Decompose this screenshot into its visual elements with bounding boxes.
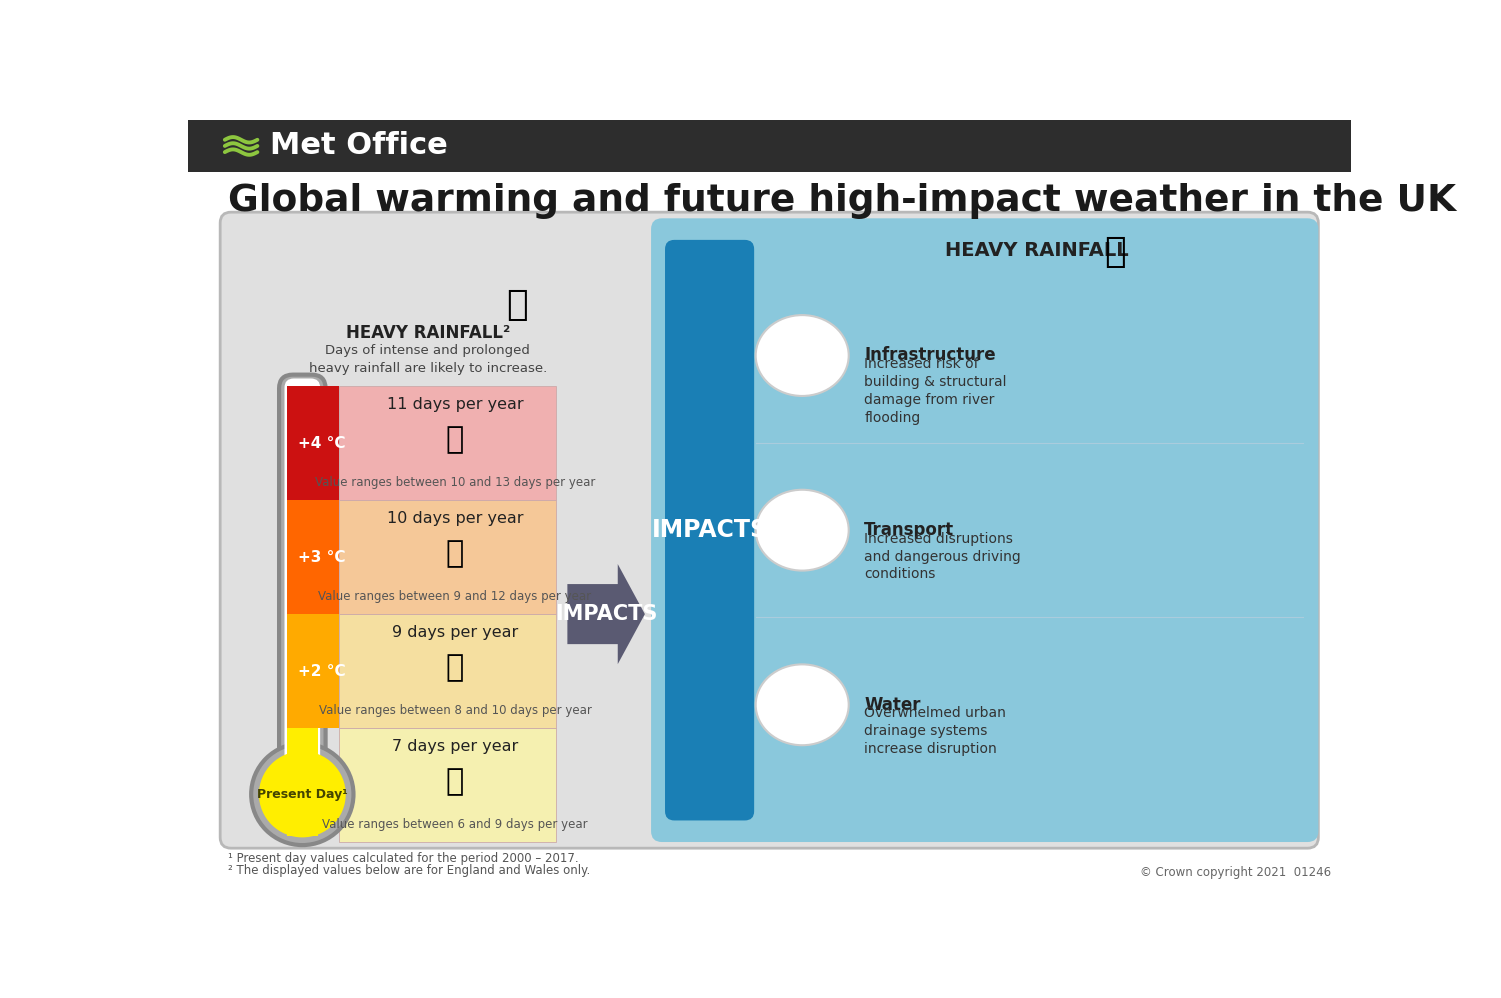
Text: Transport: Transport (865, 521, 955, 539)
Bar (339, 500, 555, 614)
Text: ² The displayed values below are for England and Wales only.: ² The displayed values below are for Eng… (228, 864, 590, 877)
Bar (303, 386, 339, 500)
Circle shape (251, 744, 353, 845)
Text: +2 °C: +2 °C (297, 664, 345, 679)
Bar (303, 500, 339, 614)
Text: Value ranges between 6 and 9 days per year: Value ranges between 6 and 9 days per ye… (323, 818, 588, 831)
Text: Water: Water (865, 696, 920, 714)
Circle shape (260, 751, 345, 837)
Ellipse shape (755, 665, 848, 746)
Text: ¹ Present day values calculated for the period 2000 – 2017.: ¹ Present day values calculated for the … (228, 852, 578, 865)
Bar (339, 386, 555, 500)
FancyBboxPatch shape (285, 378, 320, 834)
Bar (287, 729, 318, 832)
Text: 🌧: 🌧 (1103, 236, 1126, 269)
FancyBboxPatch shape (221, 213, 1318, 848)
Text: 7 days per year: 7 days per year (392, 739, 518, 753)
Ellipse shape (755, 490, 848, 571)
Text: Overwhelmed urban
drainage systems
increase disruption: Overwhelmed urban drainage systems incre… (865, 707, 1006, 756)
Polygon shape (567, 564, 645, 664)
Text: 🌧: 🌧 (446, 425, 464, 454)
Text: Days of intense and prolonged
heavy rainfall are likely to increase.: Days of intense and prolonged heavy rain… (309, 344, 546, 375)
Text: +4 °C: +4 °C (299, 436, 345, 451)
Bar (188, 120, 1351, 172)
Text: +3 °C: +3 °C (299, 550, 345, 565)
FancyBboxPatch shape (279, 374, 326, 839)
Ellipse shape (755, 315, 848, 396)
Text: Increased risk of
building & structural
damage from river
flooding: Increased risk of building & structural … (865, 357, 1007, 424)
Text: 🌧: 🌧 (446, 539, 464, 568)
FancyBboxPatch shape (651, 219, 1318, 842)
Text: Value ranges between 9 and 12 days per year: Value ranges between 9 and 12 days per y… (318, 591, 591, 604)
Text: IMPACTS: IMPACTS (555, 604, 657, 624)
Text: Global warming and future high-impact weather in the UK: Global warming and future high-impact we… (228, 183, 1456, 219)
Bar (287, 614, 318, 729)
Text: HEAVY RAINFALL²: HEAVY RAINFALL² (345, 323, 510, 341)
Bar (287, 500, 318, 614)
FancyBboxPatch shape (665, 240, 754, 820)
Text: Increased disruptions
and dangerous driving
conditions: Increased disruptions and dangerous driv… (865, 532, 1021, 582)
Bar (339, 614, 555, 729)
Bar (339, 729, 555, 842)
Bar (287, 386, 318, 500)
Text: IMPACTS: IMPACTS (651, 518, 767, 542)
Text: 11 days per year: 11 days per year (387, 397, 524, 412)
Text: Value ranges between 10 and 13 days per year: Value ranges between 10 and 13 days per … (315, 476, 596, 489)
Text: Value ranges between 8 and 10 days per year: Value ranges between 8 and 10 days per y… (318, 705, 591, 718)
Text: 9 days per year: 9 days per year (392, 625, 518, 640)
Text: Met Office: Met Office (270, 132, 447, 161)
Text: HEAVY RAINFALL: HEAVY RAINFALL (946, 242, 1129, 260)
Text: © Crown copyright 2021  01246: © Crown copyright 2021 01246 (1141, 866, 1331, 879)
Bar (303, 614, 339, 729)
Text: 🌧: 🌧 (506, 288, 528, 322)
Text: 🌧: 🌧 (446, 653, 464, 682)
Text: 10 days per year: 10 days per year (387, 511, 524, 526)
Text: Infrastructure: Infrastructure (865, 346, 995, 364)
Text: Present Day¹: Present Day¹ (257, 787, 348, 800)
Text: 🌧: 🌧 (446, 766, 464, 795)
Bar (287, 794, 318, 836)
